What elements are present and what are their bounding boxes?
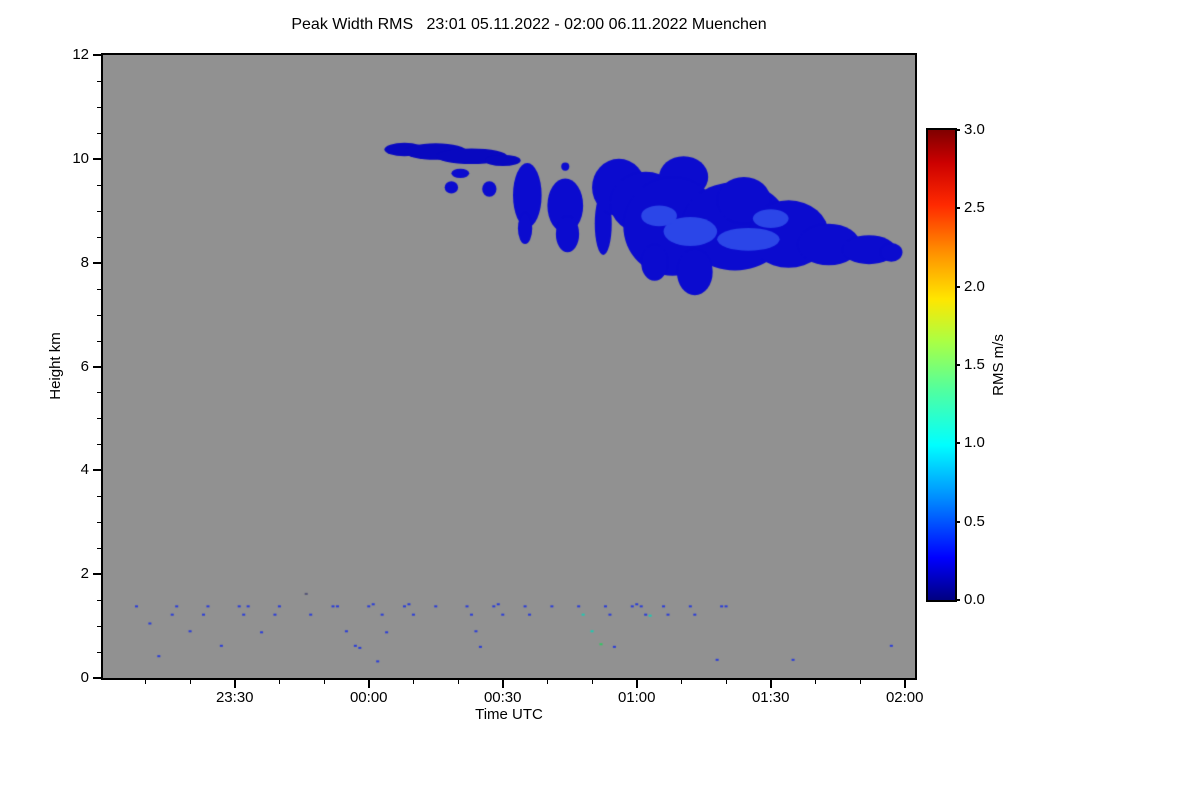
- x-minor-tick-mark: [592, 680, 594, 684]
- y-tick-label: 8: [80, 253, 89, 271]
- colorbar-tick-label: 2.0: [964, 277, 985, 295]
- plot-area: [101, 53, 917, 680]
- y-tick-label: 2: [80, 565, 89, 583]
- x-minor-tick-mark: [815, 680, 817, 684]
- y-minor-tick-mark: [97, 184, 101, 186]
- x-minor-tick-mark: [547, 680, 549, 684]
- y-minor-tick-mark: [97, 106, 101, 108]
- y-minor-tick-mark: [97, 522, 101, 524]
- y-minor-tick-mark: [97, 80, 101, 82]
- colorbar-tick-mark: [955, 364, 960, 366]
- x-tick-mark: [367, 680, 370, 688]
- x-minor-tick-mark: [860, 680, 862, 684]
- y-minor-tick-mark: [97, 132, 101, 134]
- y-minor-tick-mark: [97, 548, 101, 550]
- x-minor-tick-mark: [458, 680, 460, 684]
- x-minor-tick-mark: [726, 680, 728, 684]
- x-tick-mark: [501, 680, 504, 688]
- y-tick-mark: [93, 573, 101, 576]
- colorbar-tick-label: 3.0: [964, 121, 985, 138]
- colorbar-tick-mark: [955, 207, 960, 210]
- colorbar-tick-mark: [955, 285, 960, 288]
- x-tick-label: 02:00: [885, 689, 924, 706]
- x-tick-mark: [233, 680, 236, 688]
- y-tick-mark: [93, 469, 101, 472]
- y-minor-tick-mark: [97, 236, 101, 238]
- y-minor-tick-mark: [97, 418, 101, 420]
- y-minor-tick-mark: [97, 392, 101, 394]
- x-minor-tick-mark: [324, 680, 326, 684]
- y-tick-mark: [93, 54, 101, 56]
- x-tick-label: 00:00: [349, 689, 388, 706]
- colorbar-tick-label: 0.0: [964, 591, 985, 608]
- heatmap-canvas: [103, 55, 915, 678]
- y-tick-label: 12: [72, 46, 89, 63]
- colorbar-tick-label: 0.5: [964, 512, 985, 530]
- x-tick-label: 01:00: [617, 689, 656, 706]
- y-minor-tick-mark: [97, 652, 101, 654]
- y-minor-tick-mark: [97, 288, 101, 290]
- colorbar-tick-mark: [955, 599, 960, 601]
- y-minor-tick-mark: [97, 210, 101, 212]
- colorbar-tick-mark: [955, 520, 960, 523]
- x-minor-tick-mark: [190, 680, 192, 684]
- y-tick-label: 6: [80, 357, 89, 375]
- y-tick-mark: [93, 261, 101, 264]
- y-minor-tick-mark: [97, 340, 101, 342]
- y-minor-tick-mark: [97, 496, 101, 498]
- x-tick-mark: [903, 680, 906, 688]
- colorbar-tick-label: 1.5: [964, 356, 985, 373]
- y-tick-label: 0: [80, 669, 89, 686]
- chart-title: Peak Width RMS 23:01 05.11.2022 - 02:00 …: [291, 16, 767, 33]
- x-minor-tick-mark: [145, 680, 147, 684]
- x-tick-mark: [635, 680, 638, 688]
- colorbar: [926, 128, 957, 602]
- y-minor-tick-mark: [97, 314, 101, 316]
- y-minor-tick-mark: [97, 600, 101, 602]
- y-tick-mark: [93, 157, 101, 160]
- y-tick-mark: [93, 365, 101, 368]
- x-tick-label: 00:30: [483, 689, 522, 706]
- x-tick-label: 01:30: [751, 689, 790, 706]
- colorbar-tick-mark: [955, 442, 960, 445]
- x-tick-label: 23:30: [215, 689, 254, 706]
- x-minor-tick-mark: [279, 680, 281, 684]
- y-tick-label: 10: [72, 149, 89, 167]
- y-tick-label: 4: [80, 461, 89, 479]
- x-minor-tick-mark: [413, 680, 415, 684]
- y-tick-mark: [93, 677, 101, 679]
- y-minor-tick-mark: [97, 626, 101, 628]
- y-minor-tick-mark: [97, 444, 101, 446]
- x-tick-mark: [769, 680, 772, 688]
- x-axis-label: Time UTC: [475, 706, 543, 723]
- colorbar-tick-label: 1.0: [964, 434, 985, 452]
- colorbar-tick-mark: [955, 129, 960, 131]
- colorbar-tick-label: 2.5: [964, 199, 985, 217]
- x-minor-tick-mark: [681, 680, 683, 684]
